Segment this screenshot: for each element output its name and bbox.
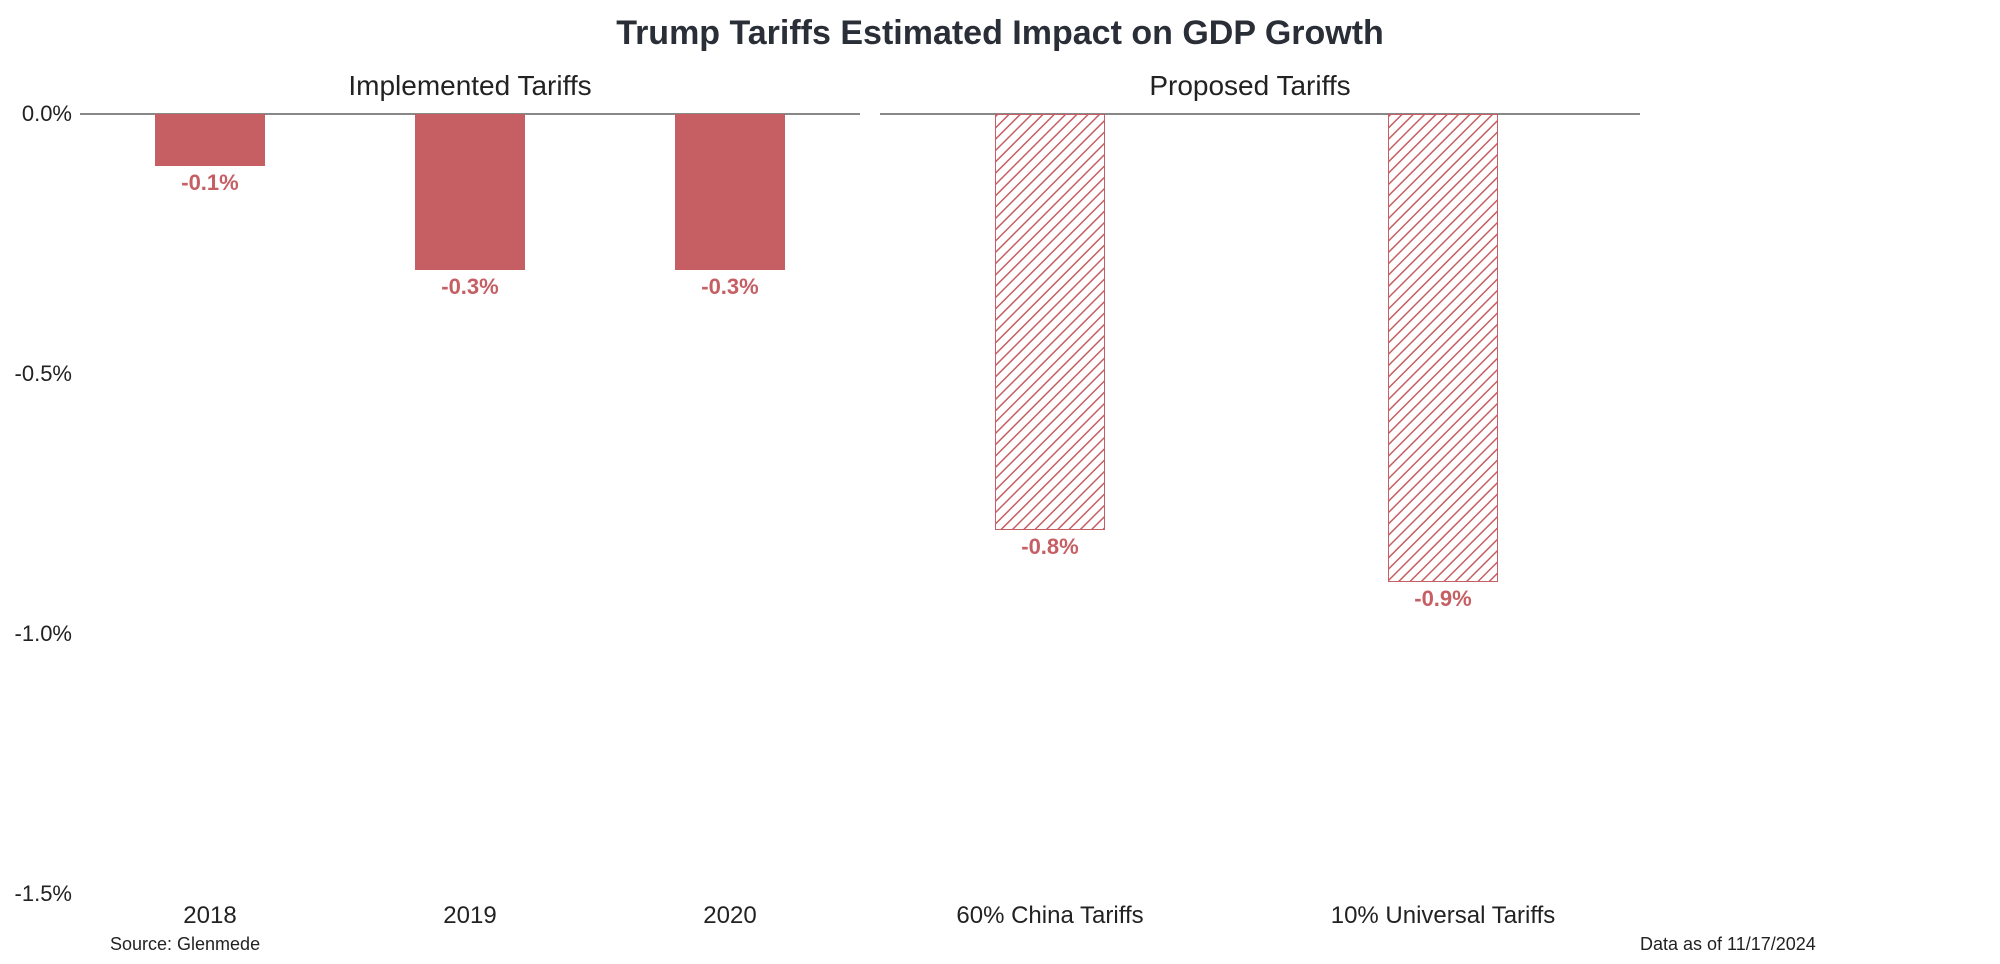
bar (415, 114, 525, 270)
y-axis-tick-label: -1.0% (2, 621, 72, 647)
bar-value-label: -0.3% (660, 274, 800, 300)
bar (155, 114, 265, 166)
footer-date: Data as of 11/17/2024 (1640, 934, 1816, 955)
chart-container: Trump Tariffs Estimated Impact on GDP Gr… (0, 0, 2000, 964)
y-axis-tick-label: 0.0% (2, 101, 72, 127)
x-axis-tick-label: 60% China Tariffs (890, 902, 1210, 930)
x-axis-tick-label: 10% Universal Tariffs (1283, 902, 1603, 930)
bar-value-label: -0.8% (980, 534, 1120, 560)
bar-value-label: -0.1% (140, 170, 280, 196)
x-axis-tick-label: 2020 (570, 902, 890, 930)
bar (675, 114, 785, 270)
panel-title-implemented: Implemented Tariffs (80, 70, 860, 102)
bar-value-label: -0.3% (400, 274, 540, 300)
bar (995, 114, 1105, 530)
chart-title: Trump Tariffs Estimated Impact on GDP Gr… (0, 14, 2000, 53)
zero-axis-line-right (880, 113, 1640, 115)
footer-source: Source: Glenmede (110, 934, 260, 955)
panel-title-proposed: Proposed Tariffs (860, 70, 1640, 102)
bar (1388, 114, 1498, 582)
y-axis-tick-label: -0.5% (2, 361, 72, 387)
bar-value-label: -0.9% (1373, 586, 1513, 612)
